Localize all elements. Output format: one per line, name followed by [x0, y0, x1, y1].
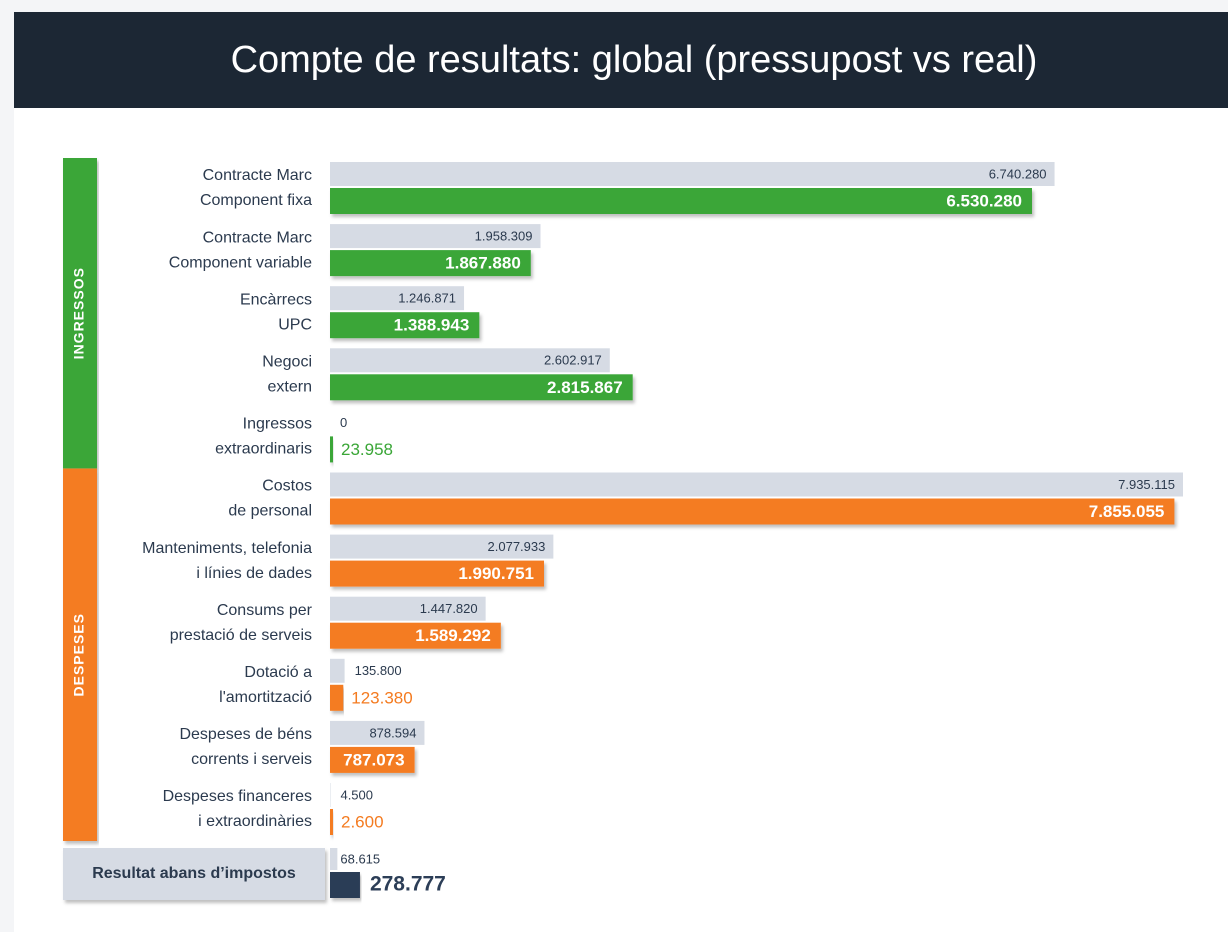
- real-label: 278.777: [370, 873, 446, 896]
- real-bar: [330, 188, 1032, 214]
- budget-label: 6.740.280: [989, 166, 1047, 181]
- budget-bar: [330, 848, 338, 870]
- real-label: 1.388.943: [394, 316, 470, 335]
- category-label: UPC: [278, 316, 312, 333]
- real-bar: [330, 312, 480, 339]
- category-label: prestació de serveis: [170, 627, 312, 644]
- budget-label: 2.077.933: [488, 539, 546, 554]
- real-bar: [330, 622, 501, 649]
- real-bar: [330, 872, 360, 898]
- budget-label: 1.246.871: [398, 291, 456, 306]
- category-label: Despeses financeres: [163, 788, 312, 805]
- budget-bar: [330, 472, 1183, 497]
- budget-label: 1.447.820: [420, 601, 478, 616]
- category-label: Ingressos: [243, 416, 312, 433]
- category-label: Consums per: [217, 602, 313, 619]
- budget-label: 68.615: [340, 851, 380, 866]
- real-label: 123.380: [351, 688, 412, 707]
- budget-bar: [330, 224, 541, 249]
- real-label: 2.600: [341, 812, 384, 831]
- budget-bar: [330, 162, 1055, 186]
- category-label: i extraordinàries: [198, 813, 312, 830]
- real-label: 2.815.867: [547, 378, 623, 397]
- budget-label: 4.500: [340, 787, 373, 802]
- chart-title: Compte de resultats: global (pressupost …: [231, 39, 1038, 81]
- real-label: 7.855.055: [1089, 502, 1165, 521]
- category-label: de personal: [228, 503, 312, 520]
- category-label: Contracte Marc: [203, 229, 312, 246]
- real-bar: [330, 684, 344, 711]
- real-label: 6.530.280: [946, 191, 1022, 210]
- group-band: [63, 468, 97, 841]
- real-bar: [330, 250, 531, 277]
- budget-bar: [330, 348, 610, 373]
- category-label: l'amortització: [219, 689, 312, 706]
- real-bar: [330, 809, 333, 835]
- category-label: Component variable: [169, 254, 312, 271]
- budget-bar: [330, 658, 345, 683]
- real-bar: [330, 498, 1175, 525]
- budget-label: 2.602.917: [544, 353, 602, 368]
- category-label: Costos: [262, 478, 312, 495]
- real-label: 1.867.880: [445, 254, 521, 273]
- budget-label: 878.594: [369, 725, 416, 740]
- real-label: 23.958: [341, 440, 393, 459]
- result-box: [63, 848, 325, 900]
- real-label: 1.990.751: [458, 564, 534, 583]
- category-label: i línies de dades: [196, 565, 312, 582]
- result-label: Resultat abans d’impostos: [92, 865, 296, 882]
- budget-label: 135.800: [355, 663, 402, 678]
- category-label: Negoci: [262, 354, 312, 371]
- category-label: Dotació a: [244, 664, 312, 681]
- group-band: [63, 158, 97, 469]
- category-label: Encàrrecs: [240, 291, 312, 308]
- real-bar: [330, 560, 544, 587]
- real-bar: [330, 436, 333, 463]
- budget-bar: [330, 286, 465, 311]
- real-bar: [330, 746, 415, 773]
- budget-bar: [330, 534, 554, 559]
- real-label: 1.589.292: [415, 626, 491, 645]
- budget-bar: [330, 596, 486, 621]
- category-label: Contracte Marc: [203, 167, 312, 184]
- budget-label: 0: [340, 415, 347, 430]
- category-label: Despeses de béns: [179, 726, 312, 743]
- real-label: 787.073: [343, 750, 404, 769]
- group-label: INGRESSOS: [71, 267, 87, 359]
- group-label: DESPESES: [71, 613, 87, 696]
- category-label: Component fixa: [200, 192, 312, 209]
- real-bar: [330, 374, 633, 401]
- header: [14, 12, 1228, 108]
- category-label: Manteniments, telefonia: [142, 540, 312, 557]
- category-label: extern: [268, 379, 312, 396]
- budget-bar: [330, 720, 425, 745]
- budget-label: 1.958.309: [475, 229, 533, 244]
- category-label: extraordinaris: [215, 441, 312, 458]
- category-label: corrents i serveis: [191, 751, 312, 768]
- budget-label: 7.935.115: [1118, 477, 1175, 492]
